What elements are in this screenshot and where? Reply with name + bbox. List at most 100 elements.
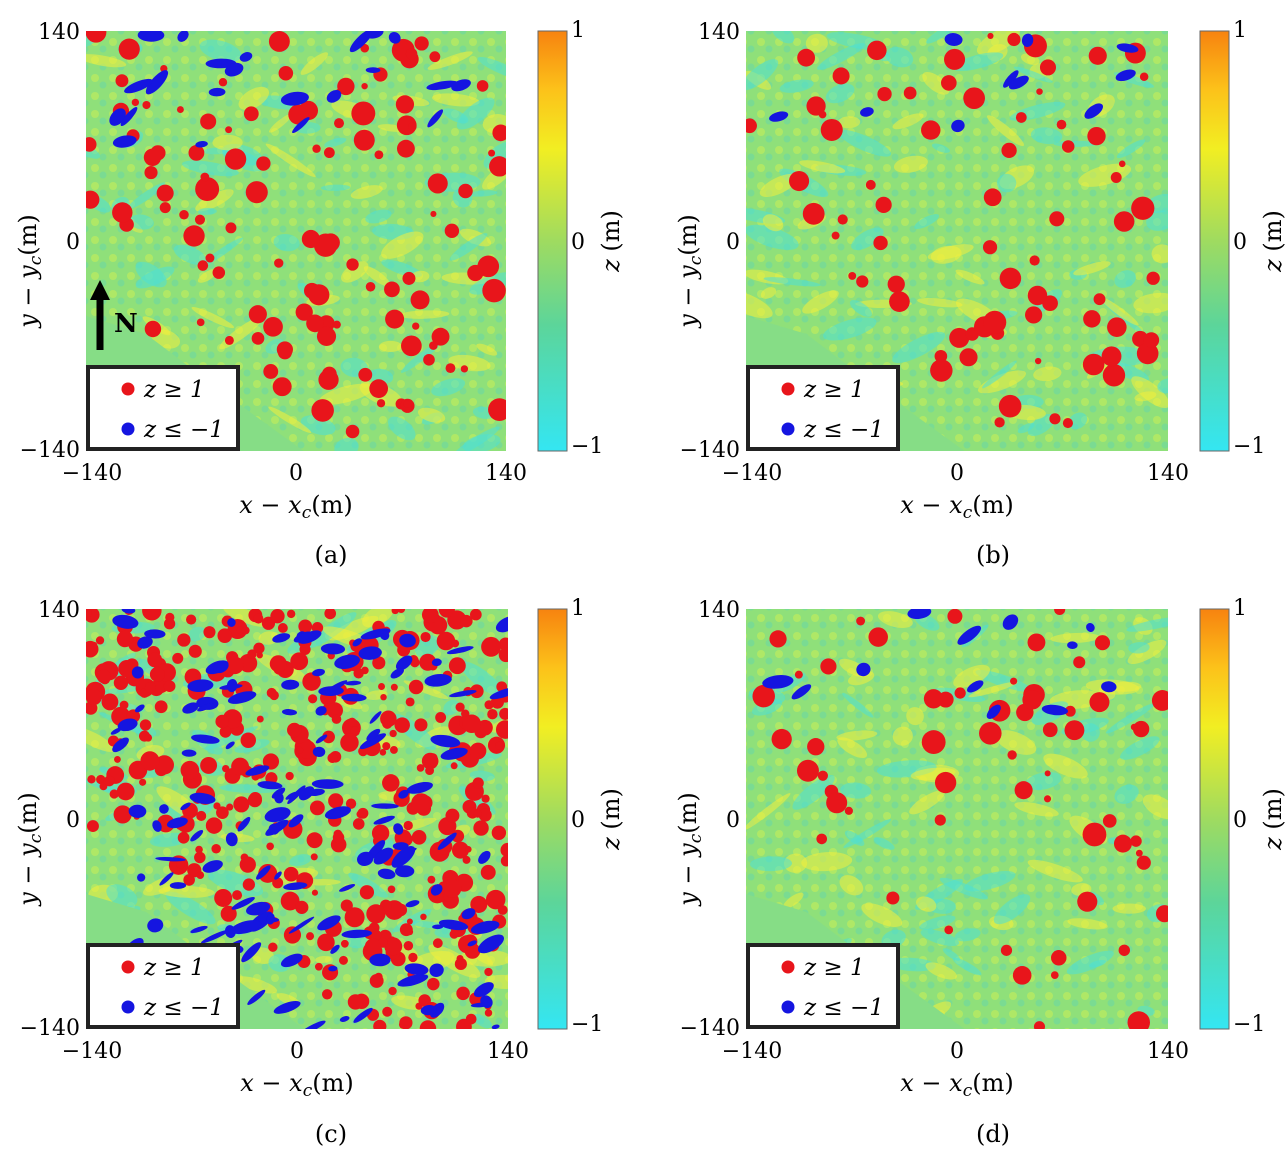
high-elevation-mark — [306, 932, 315, 941]
low-elevation-mark — [1002, 614, 1019, 630]
colorbar: 1 0 −1 z (m) — [1199, 596, 1287, 1037]
high-elevation-mark — [186, 614, 197, 625]
high-elevation-mark — [222, 764, 230, 773]
terrain-texture — [205, 726, 258, 750]
low-elevation-mark — [364, 31, 384, 39]
low-elevation-mark — [293, 631, 313, 643]
terrain-texture — [1112, 903, 1146, 914]
colorbar-label: z (m) — [597, 210, 625, 273]
high-elevation-mark — [1010, 677, 1018, 685]
high-elevation-mark — [217, 628, 233, 644]
low-elevation-mark — [334, 654, 360, 670]
terrain-texture — [472, 1013, 492, 1029]
high-elevation-mark — [865, 179, 876, 190]
low-elevation-mark — [266, 913, 275, 925]
high-elevation-mark — [211, 844, 221, 854]
high-elevation-mark — [1102, 814, 1117, 828]
terrain-texture — [799, 160, 846, 174]
high-elevation-mark — [406, 918, 413, 925]
low-elevation-mark — [358, 646, 382, 660]
low-elevation-mark — [180, 802, 191, 811]
high-elevation-mark — [283, 866, 299, 882]
high-elevation-mark — [462, 714, 482, 734]
high-elevation-mark — [379, 749, 387, 756]
low-elevation-mark — [353, 1007, 373, 1023]
high-elevation-mark — [746, 118, 757, 134]
low-elevation-mark — [1115, 69, 1136, 82]
legend: z ≥ 1 z ≤ −1 — [746, 365, 900, 451]
terrain-texture — [842, 692, 874, 718]
high-elevation-mark — [1073, 656, 1086, 669]
high-elevation-mark — [340, 899, 353, 912]
terrain-texture — [443, 699, 460, 716]
high-elevation-mark — [435, 712, 447, 723]
high-elevation-mark — [195, 177, 220, 202]
high-elevation-mark — [215, 714, 229, 729]
high-elevation-mark — [269, 690, 279, 701]
low-elevation-mark — [392, 842, 409, 850]
low-elevation-mark — [390, 668, 404, 679]
low-elevation-mark — [287, 785, 306, 805]
terrain-texture — [752, 698, 783, 716]
terrain-texture — [1027, 859, 1083, 883]
high-elevation-mark — [456, 954, 464, 963]
terrain-texture — [771, 31, 795, 44]
high-elevation-mark — [1131, 196, 1155, 220]
terrain-texture — [468, 190, 498, 197]
y-axis-label: y − yc(m) — [14, 214, 46, 329]
high-elevation-mark — [196, 871, 205, 879]
high-elevation-mark — [1101, 346, 1122, 367]
low-elevation-mark — [226, 678, 238, 693]
high-elevation-mark — [444, 223, 460, 239]
high-elevation-mark — [481, 794, 490, 803]
colorbar-tick-label: 1 — [571, 596, 585, 621]
colorbar-tick-label: −1 — [571, 1012, 603, 1037]
low-elevation-mark — [213, 661, 229, 674]
x-tick-label: 0 — [950, 461, 964, 486]
terrain-texture — [350, 185, 383, 199]
high-elevation-mark — [382, 742, 391, 751]
low-elevation-mark — [440, 747, 468, 760]
high-elevation-mark — [403, 820, 413, 831]
high-elevation-mark — [807, 738, 825, 756]
terrain-texture — [762, 214, 784, 232]
x-tick-label: 0 — [289, 461, 303, 486]
low-elevation-mark — [128, 804, 147, 818]
high-elevation-mark — [1027, 285, 1048, 306]
high-elevation-mark — [473, 820, 489, 836]
high-elevation-mark — [1127, 1011, 1150, 1029]
terrain-texture — [431, 378, 466, 397]
high-elevation-mark — [299, 643, 311, 655]
high-elevation-mark — [416, 764, 425, 772]
high-elevation-mark — [1064, 705, 1076, 717]
high-elevation-mark — [797, 48, 816, 67]
low-elevation-mark — [197, 703, 214, 712]
high-elevation-mark — [96, 774, 106, 785]
terrain-texture — [840, 782, 872, 799]
low-elevation-mark — [112, 135, 137, 148]
high-elevation-mark — [1136, 855, 1151, 870]
low-elevation-mark — [369, 953, 391, 967]
terrain-texture — [759, 173, 798, 197]
high-elevation-mark — [338, 955, 348, 965]
legend-blue-marker — [121, 422, 135, 436]
terrain-texture — [165, 891, 216, 925]
terrain-texture — [265, 143, 316, 178]
high-elevation-mark — [218, 78, 228, 87]
low-elevation-mark — [1003, 70, 1019, 88]
low-elevation-mark — [373, 847, 394, 865]
terrain-texture — [1133, 292, 1168, 314]
y-axis-label: y − yc(m) — [674, 214, 706, 329]
terrain-texture — [892, 331, 946, 364]
high-elevation-mark — [384, 937, 403, 956]
low-elevation-mark — [246, 901, 271, 916]
y-axis-label: y − yc(m) — [14, 792, 46, 907]
high-elevation-mark — [498, 647, 508, 663]
high-elevation-mark — [451, 841, 469, 859]
colorbar-tick-label: −1 — [1233, 434, 1265, 459]
high-elevation-mark — [1042, 722, 1058, 738]
high-elevation-mark — [492, 124, 506, 142]
low-elevation-mark — [399, 633, 416, 648]
terrain-texture — [851, 227, 884, 251]
high-elevation-mark — [403, 941, 414, 951]
